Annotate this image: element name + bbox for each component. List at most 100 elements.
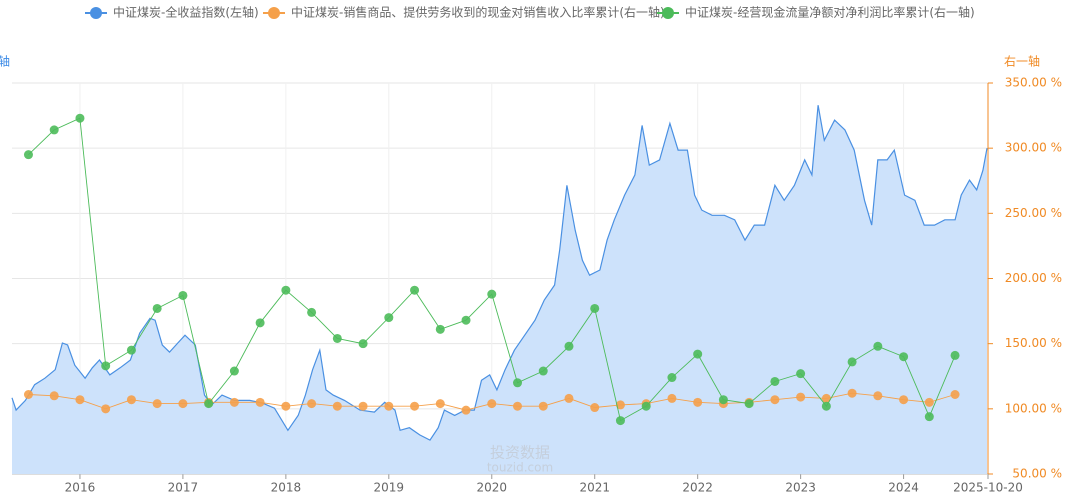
point	[847, 357, 857, 367]
point	[770, 376, 780, 386]
x-tick-label: 2020	[476, 481, 507, 495]
x-tick-label: 2021	[579, 481, 610, 495]
point	[435, 399, 445, 409]
point	[204, 399, 214, 409]
legend-label: 中证煤炭-经营现金流量净额对净利润比率累计(右一轴)	[685, 5, 975, 20]
point	[667, 393, 677, 403]
point	[229, 366, 239, 376]
point	[590, 403, 600, 413]
point	[461, 315, 471, 325]
point	[255, 318, 265, 328]
point	[513, 378, 523, 388]
point	[410, 285, 420, 295]
point	[332, 401, 342, 411]
x-tick-label: 2022	[682, 481, 713, 495]
y2-tick-label: 100.00 %	[1005, 401, 1062, 415]
point	[924, 397, 934, 407]
legend-label: 中证煤炭-全收益指数(左轴)	[113, 5, 259, 20]
point	[358, 339, 368, 349]
x-tick-label: 2017	[168, 481, 199, 495]
y-axis-label: 轴	[0, 54, 10, 69]
point	[847, 388, 857, 398]
line	[11, 105, 988, 441]
y2-tick-label: 150.00 %	[1005, 336, 1062, 350]
point	[229, 397, 239, 407]
point	[126, 395, 136, 405]
point	[307, 307, 317, 317]
point	[924, 412, 934, 422]
point	[49, 391, 59, 401]
point	[281, 401, 291, 411]
point	[75, 395, 85, 405]
legend-item: 中证煤炭-全收益指数(左轴)	[85, 5, 259, 20]
point	[744, 399, 754, 409]
point	[513, 401, 523, 411]
point	[410, 401, 420, 411]
point	[49, 125, 59, 135]
legend-label: 中证煤炭-销售商品、提供劳务收到的现金对销售收入比率累计(右一轴)	[291, 5, 665, 20]
point	[152, 303, 162, 313]
point	[796, 369, 806, 379]
point	[667, 373, 677, 383]
point	[821, 393, 831, 403]
x-tick-label: 2018	[271, 481, 302, 495]
point	[152, 399, 162, 409]
point	[615, 416, 625, 426]
point	[435, 324, 445, 334]
point	[796, 392, 806, 402]
point	[487, 289, 497, 299]
point	[641, 401, 651, 411]
point	[332, 333, 342, 343]
point	[950, 389, 960, 399]
point	[950, 350, 960, 360]
point	[693, 397, 703, 407]
point	[307, 399, 317, 409]
point	[255, 397, 265, 407]
point	[75, 113, 85, 123]
point	[770, 395, 780, 405]
x-tick-label: 2016	[65, 481, 96, 495]
point	[281, 285, 291, 295]
x-tick-label: 2024	[888, 481, 919, 495]
point	[564, 393, 574, 403]
legend-symbol	[90, 7, 102, 19]
point	[358, 401, 368, 411]
point	[873, 341, 883, 351]
y2-tick-label: 250.00 %	[1005, 206, 1062, 220]
x-tick-label: 2023	[785, 481, 816, 495]
legend-symbol	[268, 7, 280, 19]
y2-tick-label: 350.00 %	[1005, 76, 1062, 90]
point	[126, 345, 136, 355]
y2-axis-label: 右一轴	[1004, 54, 1040, 69]
point	[23, 150, 33, 160]
point	[538, 366, 548, 376]
legend-item: 中证煤炭-经营现金流量净额对净利润比率累计(右一轴)	[657, 5, 975, 20]
point	[101, 361, 111, 371]
point	[564, 341, 574, 351]
legend-symbol	[662, 7, 674, 19]
x-tick-label: 2025-10-20	[953, 481, 1023, 495]
point	[487, 399, 497, 409]
point	[615, 400, 625, 410]
area	[12, 105, 987, 474]
point	[101, 404, 111, 414]
y2-tick-label: 50.00 %	[1012, 467, 1062, 481]
y2-tick-label: 200.00 %	[1005, 271, 1062, 285]
point	[873, 391, 883, 401]
watermark: 投资数据	[490, 444, 550, 462]
watermark: touzid.com	[487, 461, 553, 475]
point	[718, 395, 728, 405]
point	[821, 401, 831, 411]
point	[178, 399, 188, 409]
x-tick-label: 2019	[374, 481, 405, 495]
point	[538, 401, 548, 411]
point	[693, 349, 703, 359]
point	[461, 405, 471, 415]
point	[590, 303, 600, 313]
y2-tick-label: 300.00 %	[1005, 141, 1062, 155]
legend-item: 中证煤炭-销售商品、提供劳务收到的现金对销售收入比率累计(右一轴)	[263, 5, 665, 20]
point	[899, 395, 909, 405]
point	[178, 290, 188, 300]
point	[384, 401, 394, 411]
